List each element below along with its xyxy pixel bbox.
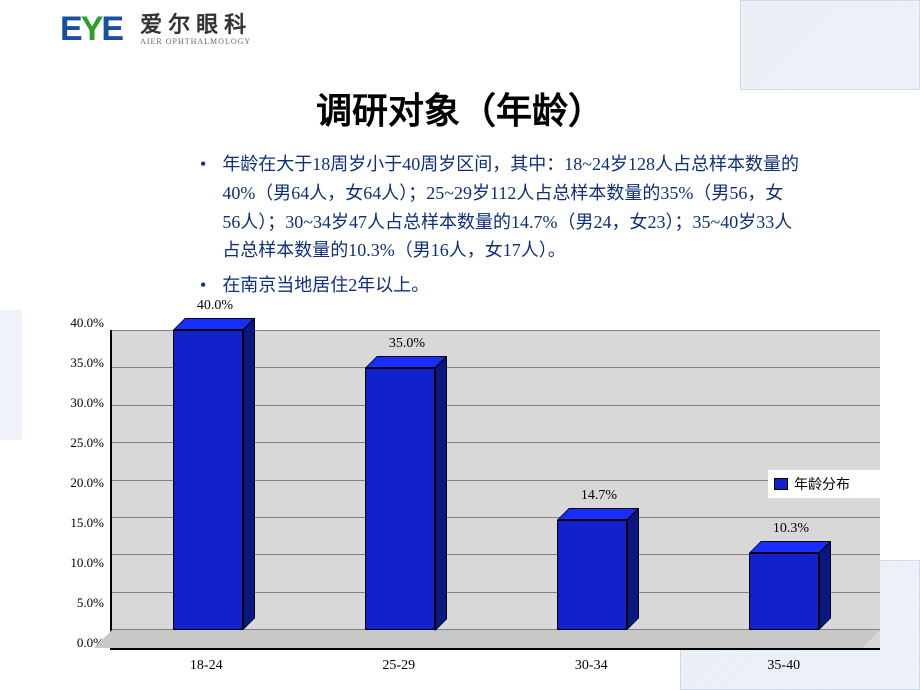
bullet-dot: •: [200, 150, 206, 265]
background-decoration: [0, 310, 22, 440]
logo-glyph: EYE: [60, 10, 122, 49]
x-axis: 18-24 25-29 30-34 35-40: [110, 658, 880, 674]
bar: 14.7%: [557, 520, 627, 630]
bar-value-label: 10.3%: [742, 521, 840, 537]
bar-value-label: 40.0%: [166, 298, 264, 314]
bullet-dot: •: [200, 271, 206, 300]
bullet-item: • 年龄在大于18周岁小于40周岁区间，其中：18~24岁128人占总样本数量的…: [200, 150, 800, 265]
legend-label: 年龄分布: [794, 474, 850, 494]
x-tick: 25-29: [364, 658, 434, 674]
background-decoration: [740, 0, 920, 90]
bullet-text: 年龄在大于18周岁小于40周岁区间，其中：18~24岁128人占总样本数量的40…: [222, 150, 800, 265]
legend-swatch: [774, 478, 788, 490]
bar-value-label: 14.7%: [550, 488, 648, 504]
y-axis: 40.0%35.0%30.0%25.0%20.0%15.0%10.0%5.0%0…: [50, 330, 110, 650]
bullet-list: • 年龄在大于18周岁小于40周岁区间，其中：18~24岁128人占总样本数量的…: [200, 150, 800, 306]
logo-text-en: AIER OPHTHALMOLOGY: [140, 38, 252, 46]
bar-value-label: 35.0%: [358, 336, 456, 352]
bar: 10.3%: [749, 553, 819, 630]
bar: 40.0%: [173, 330, 243, 630]
chart-floor: [94, 630, 880, 648]
logo: EYE 爱尔眼科 AIER OPHTHALMOLOGY: [60, 10, 252, 49]
x-tick: 18-24: [171, 658, 241, 674]
logo-text-cn: 爱尔眼科: [140, 14, 252, 36]
age-bar-chart: 40.0%35.0%30.0%25.0%20.0%15.0%10.0%5.0%0…: [50, 330, 880, 650]
page-title: 调研对象（年龄）: [0, 82, 920, 134]
x-tick: 35-40: [749, 658, 819, 674]
chart-legend: 年龄分布: [768, 470, 888, 498]
bullet-text: 在南京当地居住2年以上。: [222, 271, 800, 300]
bar: 35.0%: [365, 368, 435, 631]
x-tick: 30-34: [556, 658, 626, 674]
bars-container: 40.0% 35.0% 14.7% 10.3%: [112, 330, 880, 630]
bullet-item: • 在南京当地居住2年以上。: [200, 271, 800, 300]
plot-area: 40.0% 35.0% 14.7% 10.3%: [110, 330, 880, 650]
